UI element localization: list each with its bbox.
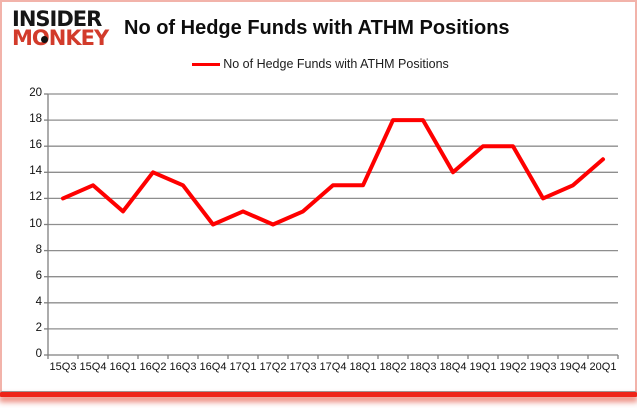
y-tick-label: 12 — [29, 191, 42, 204]
x-tick-label: 19Q1 — [469, 361, 497, 373]
insider-monkey-logo: INSIDER MONKEY — [12, 7, 109, 50]
x-tick-label: 15Q4 — [79, 361, 107, 373]
x-tick-label: 17Q3 — [289, 361, 317, 373]
y-tick-label: 0 — [35, 348, 42, 360]
x-tick-label: 17Q4 — [319, 361, 347, 373]
x-tick-label: 18Q4 — [439, 361, 467, 373]
x-tick-label: 17Q1 — [229, 361, 257, 373]
y-tick-label: 14 — [29, 165, 42, 178]
x-tick-label: 19Q4 — [559, 361, 587, 373]
chart-card: INSIDER MONKEY No of Hedge Funds with AT… — [0, 0, 637, 392]
y-tick-label: 16 — [29, 139, 42, 152]
x-tick-label: 20Q1 — [589, 361, 617, 373]
y-tick-label: 18 — [29, 113, 42, 126]
x-tick-label: 16Q2 — [139, 361, 167, 373]
chart-legend: No of Hedge Funds with ATHM Positions — [2, 57, 637, 71]
y-tick-label: 20 — [29, 87, 42, 99]
x-tick-label: 15Q3 — [49, 361, 77, 373]
x-tick-label: 19Q3 — [529, 361, 557, 373]
x-tick-label: 16Q4 — [199, 361, 227, 373]
x-tick-label: 18Q2 — [379, 361, 407, 373]
y-tick-label: 6 — [35, 269, 42, 282]
chart-plot-area — [44, 93, 619, 359]
y-tick-label: 4 — [35, 295, 42, 308]
legend-line-icon — [192, 62, 221, 66]
legend-label: No of Hedge Funds with ATHM Positions — [223, 57, 449, 71]
x-tick-label: 18Q1 — [349, 361, 377, 373]
x-tick-label: 16Q1 — [109, 361, 137, 373]
x-tick-label: 17Q2 — [259, 361, 287, 373]
y-tick-label: 8 — [35, 243, 42, 256]
monkey-eye-icon — [41, 36, 48, 43]
y-tick-label: 10 — [29, 217, 42, 230]
y-tick-label: 2 — [35, 321, 42, 334]
x-tick-label: 16Q3 — [169, 361, 197, 373]
logo-text-insider: INSIDER — [12, 7, 102, 31]
x-tick-label: 18Q3 — [409, 361, 437, 373]
bottom-red-bar — [0, 392, 637, 397]
chart-title: No of Hedge Funds with ATHM Positions — [124, 17, 510, 39]
x-tick-label: 19Q2 — [499, 361, 527, 373]
logo-text-monkey: MONKEY — [12, 25, 109, 50]
